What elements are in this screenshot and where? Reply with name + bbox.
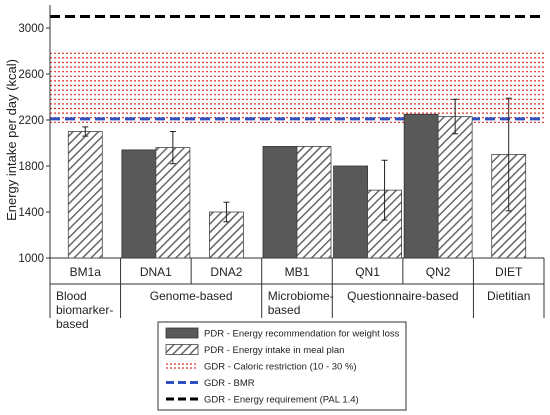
group-label: Dietitian bbox=[487, 289, 530, 303]
reference-lines-layer bbox=[50, 15, 544, 123]
bar-energy-recommendation bbox=[262, 146, 298, 259]
y-tick-label: 3000 bbox=[18, 23, 44, 35]
y-tick-label: 2200 bbox=[18, 115, 44, 127]
legend-label: GDR - BMR bbox=[204, 378, 255, 389]
legend-label: GDR - Caloric restriction (10 - 30 %) bbox=[204, 362, 357, 373]
category-label: DNA1 bbox=[140, 265, 172, 279]
category-label: QN1 bbox=[355, 265, 380, 279]
bar-energy-recommendation bbox=[333, 165, 368, 259]
legend: PDR - Energy recommendation for weight l… bbox=[157, 321, 407, 411]
legend-swatch-solid bbox=[165, 327, 199, 339]
category-label: BM1a bbox=[70, 265, 102, 279]
category-label: MB1 bbox=[285, 265, 310, 279]
group-label: Genome-based bbox=[150, 289, 233, 303]
y-tick-label: 1000 bbox=[18, 253, 44, 265]
bar-meal-plan-intake bbox=[296, 146, 332, 259]
bar-energy-recommendation bbox=[121, 149, 157, 259]
legend-box bbox=[157, 321, 407, 411]
group-label: biomarker- bbox=[56, 303, 113, 317]
category-label: QN2 bbox=[426, 265, 451, 279]
group-label: Questionnaire-based bbox=[347, 289, 458, 303]
y-tick-label: 2600 bbox=[18, 69, 44, 81]
legend-label: GDR - Energy requirement (PAL 1.4) bbox=[204, 395, 359, 406]
bars-layer bbox=[67, 97, 527, 259]
labels-layer: 1000 1400 1800 2200 2600 3000 BM1a DNA1 DNA2 MB1 Q… bbox=[18, 23, 530, 331]
bar-meal-plan-intake bbox=[437, 116, 473, 259]
group-label: based bbox=[268, 303, 301, 317]
bar-meal-plan-intake bbox=[67, 131, 103, 259]
category-label: DIET bbox=[495, 265, 523, 279]
y-axis-label: Energy intake per day (kcal) bbox=[4, 59, 19, 221]
bar-meal-plan-intake bbox=[155, 147, 191, 259]
group-label: based bbox=[56, 317, 89, 331]
y-tick-label: 1400 bbox=[18, 207, 44, 219]
category-label: DNA2 bbox=[210, 265, 242, 279]
legend-label: PDR - Energy recommendation for weight l… bbox=[204, 329, 400, 340]
y-tick-label: 1800 bbox=[18, 161, 44, 173]
bar-energy-recommendation bbox=[403, 113, 439, 259]
legend-swatch-hatched bbox=[165, 344, 199, 355]
group-label: Microbiome- bbox=[268, 289, 334, 303]
legend-label: PDR - Energy intake in meal plan bbox=[204, 345, 344, 356]
group-label: Blood bbox=[56, 289, 87, 303]
